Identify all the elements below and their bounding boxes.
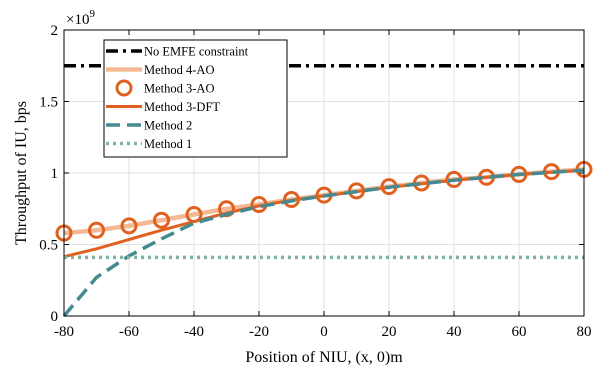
series-layer <box>55 64 593 318</box>
axis-ticks <box>63 29 585 317</box>
legend-label-method-4-ao: Method 4-AO <box>144 63 214 77</box>
y-axis-label: Throughput of IU, bps <box>13 101 30 245</box>
x-tick-labels: -80 -60 -40 -20 0 20 40 60 80 <box>54 324 592 340</box>
y-tick-label: 0 <box>51 309 59 325</box>
legend-box <box>103 39 288 158</box>
legend-label-method-2: Method 2 <box>144 119 192 133</box>
y-exponent-power: 9 <box>89 8 95 20</box>
y-exponent-base: ×10 <box>66 12 89 28</box>
series-method-2-line <box>62 168 585 318</box>
x-tick-label: 80 <box>577 324 592 340</box>
legend: No EMFE constraint Method 4-AO Method 3-AO… <box>103 39 288 158</box>
legend-label-method-3-ao: Method 3-AO <box>144 82 214 96</box>
y-tick-labels: 0 0.5 1 1.5 2 <box>39 23 58 325</box>
x-tick-label: -20 <box>249 324 269 340</box>
legend-label-method-1: Method 1 <box>144 137 192 151</box>
marker-method-3-ao <box>120 217 138 235</box>
x-tick-label: 60 <box>512 324 527 340</box>
x-tick-label: -80 <box>54 324 74 340</box>
x-axis-label: Position of NIU, (x, 0)m <box>245 349 403 366</box>
x-tick-label: 0 <box>320 324 328 340</box>
legend-label-no-emfe-constraint: No EMFE constraint <box>144 45 249 59</box>
marker-method-3-ao <box>153 211 170 229</box>
x-tick-label: -40 <box>184 324 204 340</box>
y-tick-label: 1 <box>51 166 59 182</box>
y-tick-label: 0.5 <box>39 238 58 254</box>
legend-label-method-3-dft: Method 3-DFT <box>144 100 220 114</box>
y-tick-label: 2 <box>51 23 59 39</box>
y-exponent-label: ×109 <box>66 8 95 28</box>
x-tick-label: 20 <box>382 324 397 340</box>
marker-method-3-ao <box>88 221 105 239</box>
legend-swatch-method-3-ao <box>115 79 133 97</box>
x-tick-label: -60 <box>119 324 139 340</box>
x-tick-label: 40 <box>447 324 462 340</box>
y-tick-label: 1.5 <box>39 95 58 111</box>
